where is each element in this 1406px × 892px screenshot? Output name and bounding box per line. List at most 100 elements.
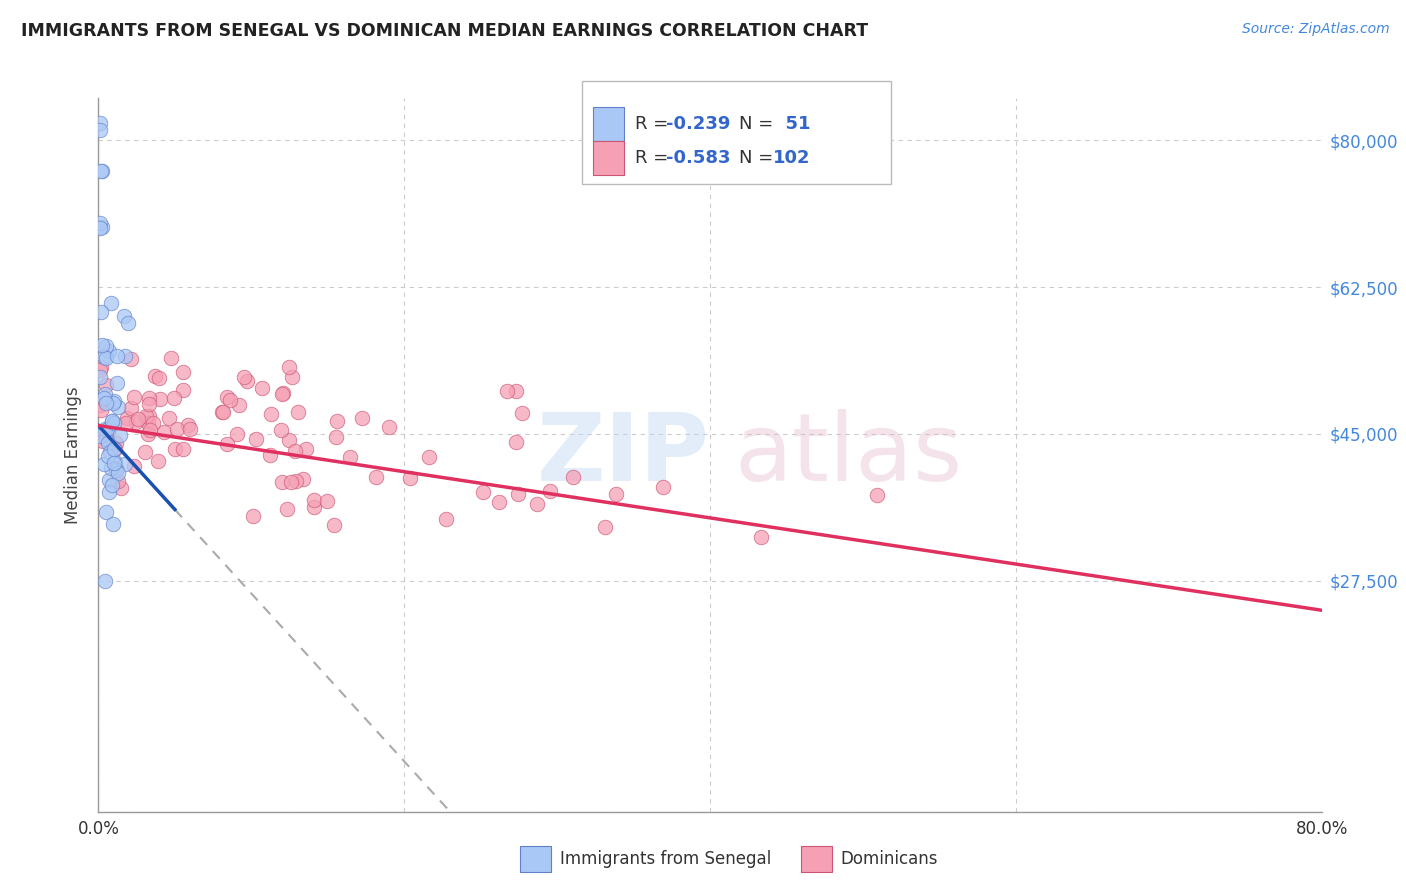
Point: [101, 414, 124, 428]
Point: [177, 417, 200, 432]
Point: [120, 352, 142, 367]
Point: [94, 428, 117, 442]
Point: [271, 386, 294, 401]
Point: [89, 370, 111, 384]
Point: [399, 471, 422, 485]
Point: [93, 350, 115, 364]
Point: [149, 392, 172, 406]
Point: [139, 423, 162, 437]
Point: [142, 416, 165, 430]
Point: [285, 475, 308, 489]
Point: [91, 434, 114, 448]
Point: [97, 435, 120, 450]
Point: [212, 405, 235, 419]
Point: [94, 422, 117, 436]
Point: [350, 410, 373, 425]
Point: [98, 473, 121, 487]
Text: Dominicans: Dominicans: [841, 850, 938, 868]
Text: 51: 51: [773, 115, 810, 133]
Point: [97, 344, 120, 359]
Point: [125, 415, 148, 429]
Point: [866, 488, 889, 502]
Point: [114, 416, 136, 430]
Point: [107, 400, 129, 414]
Point: [260, 407, 283, 421]
Text: -0.239: -0.239: [666, 115, 730, 133]
Point: [652, 480, 675, 494]
Point: [112, 309, 135, 323]
Point: [418, 450, 440, 464]
Point: [179, 422, 201, 436]
Point: [496, 384, 519, 399]
Text: N =: N =: [740, 149, 773, 167]
Point: [89, 362, 111, 376]
Point: [219, 392, 242, 407]
Point: [103, 393, 125, 408]
Y-axis label: Median Earnings: Median Earnings: [65, 386, 83, 524]
Point: [593, 520, 616, 534]
Point: [89, 116, 111, 130]
Point: [233, 370, 256, 384]
Point: [89, 429, 111, 443]
Point: [153, 425, 176, 439]
Point: [277, 433, 299, 447]
Text: Source: ZipAtlas.com: Source: ZipAtlas.com: [1241, 22, 1389, 37]
Point: [148, 454, 170, 468]
Point: [101, 517, 124, 532]
Point: [316, 493, 339, 508]
Point: [104, 455, 127, 469]
Point: [114, 350, 136, 364]
Point: [605, 487, 627, 501]
Point: [271, 387, 294, 401]
Text: R =: R =: [636, 149, 673, 167]
Point: [90, 402, 112, 417]
Point: [749, 530, 772, 544]
Point: [94, 387, 117, 401]
Point: [378, 420, 401, 434]
Point: [510, 406, 533, 420]
Point: [104, 462, 127, 476]
Point: [245, 432, 267, 446]
Text: atlas: atlas: [734, 409, 963, 501]
Point: [225, 426, 247, 441]
Point: [295, 442, 318, 456]
Point: [434, 512, 457, 526]
Text: IMMIGRANTS FROM SENEGAL VS DOMINICAN MEDIAN EARNINGS CORRELATION CHART: IMMIGRANTS FROM SENEGAL VS DOMINICAN MED…: [21, 22, 869, 40]
Point: [107, 467, 129, 481]
Point: [110, 481, 132, 495]
Point: [97, 449, 120, 463]
Point: [114, 457, 136, 471]
Point: [103, 442, 125, 456]
Point: [339, 450, 361, 464]
Point: [94, 351, 117, 365]
Text: ZIP: ZIP: [537, 409, 710, 501]
Point: [103, 416, 125, 430]
Point: [105, 462, 128, 476]
Point: [138, 397, 160, 411]
Point: [97, 421, 120, 435]
Point: [292, 472, 315, 486]
Point: [90, 360, 112, 375]
Point: [236, 374, 259, 388]
Point: [488, 495, 510, 509]
Point: [94, 378, 117, 392]
Point: [96, 396, 118, 410]
Point: [96, 432, 118, 446]
Point: [135, 409, 157, 423]
Point: [90, 164, 112, 178]
Point: [134, 445, 156, 459]
Text: R =: R =: [636, 115, 673, 133]
Point: [122, 459, 145, 474]
Point: [172, 442, 194, 456]
Point: [270, 423, 292, 437]
Point: [127, 411, 149, 425]
Point: [105, 376, 128, 391]
Point: [115, 411, 138, 425]
Point: [252, 381, 274, 395]
Point: [166, 422, 188, 436]
Point: [91, 337, 114, 351]
Point: [505, 384, 527, 398]
Point: [89, 216, 111, 230]
Point: [96, 339, 118, 353]
Point: [172, 365, 194, 379]
